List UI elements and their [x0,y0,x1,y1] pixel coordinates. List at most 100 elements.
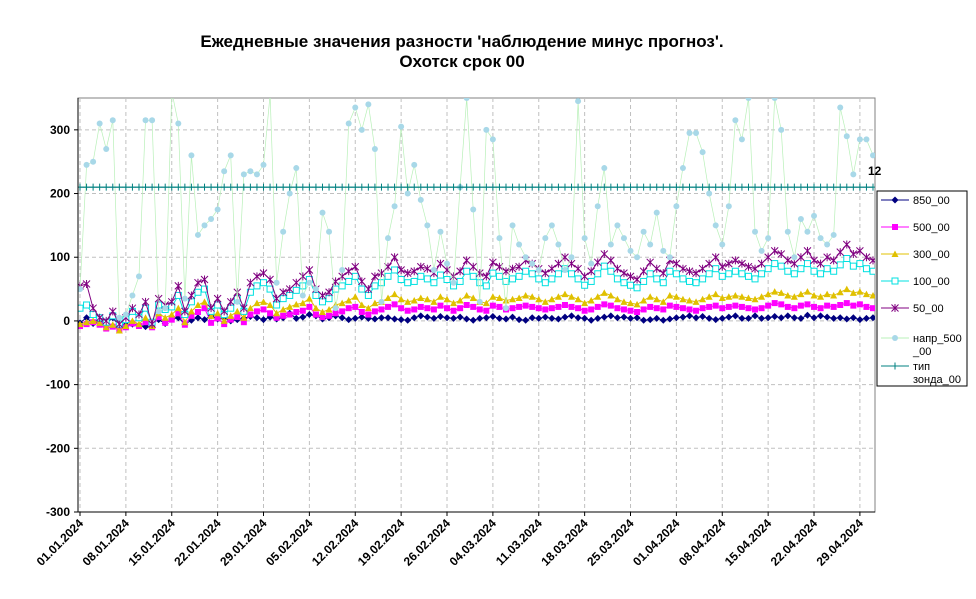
data-point [535,314,543,322]
data-point [574,264,582,273]
data-point [391,266,399,274]
data-point [272,294,281,303]
data-point [128,183,136,191]
data-point [561,290,569,298]
data-point [542,235,549,242]
data-point [142,314,150,321]
data-point [292,286,300,294]
data-point [627,281,635,289]
data-point [292,314,300,322]
data-point [633,284,641,292]
data-point [260,183,268,191]
data-point [227,312,235,319]
data-point [594,314,602,322]
data-point [148,183,156,191]
data-point [444,305,451,312]
data-point [693,307,700,314]
data-point [483,307,490,314]
data-point [660,306,667,313]
data-point [358,183,366,191]
data-point [666,291,674,299]
chart-annotation: 12 [868,164,882,178]
data-point [679,313,687,321]
data-point [260,306,267,313]
data-point [194,314,202,322]
data-point [843,315,851,323]
data-point [437,302,444,309]
data-point [246,288,254,296]
data-point [260,298,268,305]
data-point [652,264,661,273]
data-point [469,272,477,280]
data-point [83,318,91,326]
data-point [810,291,818,299]
data-point [253,171,260,178]
data-point [856,183,864,191]
data-point [358,285,366,293]
data-point [712,316,720,324]
data-point [109,321,117,328]
data-point [777,314,785,322]
chart-title: Ежедневные значения разности 'наблюдение… [200,32,723,51]
data-point [516,303,523,310]
data-point [102,323,110,331]
data-point [483,126,490,133]
data-point [764,253,772,262]
data-point [672,259,681,268]
data-point [829,256,838,265]
data-point [246,278,255,287]
legend-label: 500_00 [913,222,950,234]
data-point [286,183,294,191]
data-point [620,269,628,278]
data-point [548,222,555,229]
data-point [706,303,713,310]
data-point [731,312,739,320]
data-point [168,183,176,191]
data-point [221,321,228,328]
data-point [292,278,301,287]
data-point [718,272,726,280]
data-point [371,282,379,290]
data-point [672,270,680,278]
data-point [744,314,752,322]
data-point [764,314,772,322]
y-tick-label: 300 [50,123,70,137]
data-point [686,130,693,137]
data-point [470,206,477,213]
data-point [613,314,621,322]
data-point [843,183,851,191]
data-point [541,279,549,287]
data-point [280,312,287,319]
data-point [548,264,556,273]
data-point [830,231,837,238]
data-point [862,183,870,191]
data-point [837,104,844,111]
data-point [430,266,437,273]
data-point [738,293,746,300]
data-point [790,270,798,278]
data-point [476,306,483,313]
data-point [672,183,680,191]
data-point [522,302,529,309]
data-point [495,272,503,280]
data-point [836,261,844,269]
data-point [437,228,444,235]
data-point [345,305,352,312]
data-point [318,308,326,316]
data-point [187,307,195,315]
data-point [260,161,267,168]
data-point [155,183,163,191]
data-point [666,315,674,323]
data-point [168,316,175,323]
data-point [161,314,169,321]
data-point [128,304,137,313]
data-point [410,267,419,276]
data-point [240,183,248,191]
data-point [823,290,831,298]
data-point [580,272,589,281]
legend-label: 850_00 [913,195,950,207]
data-point [731,256,740,265]
data-point [286,303,294,310]
data-point [404,183,412,191]
data-point [181,183,189,191]
